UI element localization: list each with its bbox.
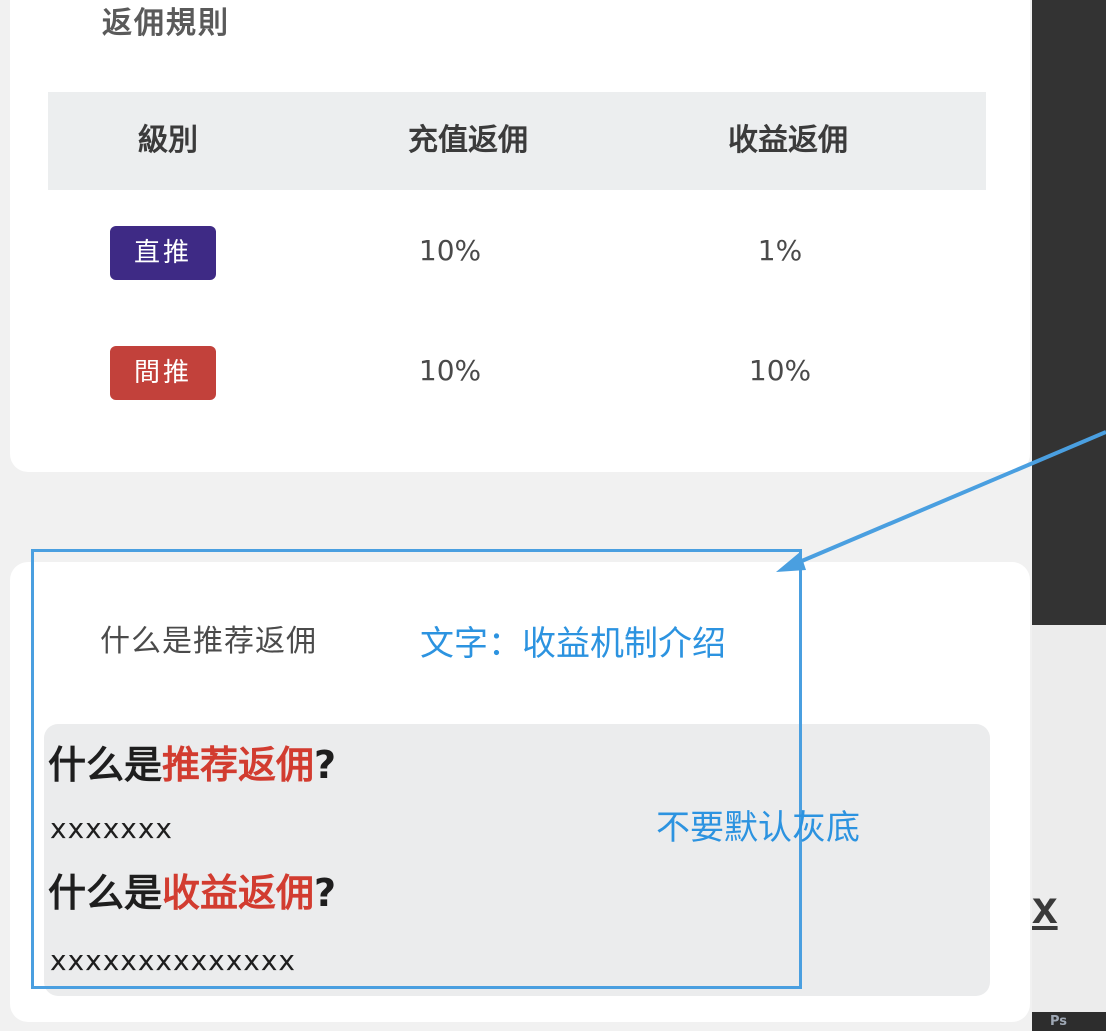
annotation-bg-note: 不要默认灰底: [656, 808, 860, 848]
level-badge-direct: 直推: [110, 226, 216, 280]
question-earnings-rebate: 什么是收益返佣?: [48, 862, 336, 917]
question-highlight: 推荐返佣: [162, 743, 315, 787]
question-referral-rebate: 什么是推荐返佣?: [48, 734, 336, 789]
header-level: 級別: [138, 123, 198, 158]
background-light-panel: [1032, 625, 1106, 1031]
table-row-1-recharge: 10%: [418, 234, 482, 267]
ps-app-icon: Ps: [1050, 1014, 1068, 1029]
background-link: x: [1032, 881, 1058, 933]
header-earnings-rebate: 收益返佣: [728, 123, 848, 158]
header-recharge-rebate: 充值返佣: [408, 123, 528, 158]
question-highlight: 收益返佣: [162, 871, 315, 915]
background-taskbar: [1032, 1012, 1106, 1031]
rebate-rules-table: 級別 充值返佣 收益返佣: [48, 92, 986, 190]
table-header: 級別 充值返佣 收益返佣: [48, 92, 986, 190]
answer-referral-rebate: xxxxxxx: [50, 812, 173, 845]
level-badge-indirect: 間推: [110, 346, 216, 400]
rebate-rules-title: 返佣規則: [102, 6, 230, 41]
table-row-2-recharge: 10%: [418, 354, 482, 387]
question-prefix: 什么是: [48, 743, 163, 787]
annotation-label: 文字：收益机制介绍: [420, 624, 726, 664]
question-suffix: ?: [314, 743, 337, 787]
intro-content-box: [44, 724, 990, 996]
table-row-2-earnings: 10%: [748, 354, 812, 387]
annotation-highlight-box: [31, 549, 802, 989]
background-dark-panel: [1032, 0, 1106, 625]
referral-intro-title: 什么是推荐返佣: [100, 624, 317, 659]
question-prefix: 什么是: [48, 871, 163, 915]
table-row-1-earnings: 1%: [757, 234, 803, 267]
question-suffix: ?: [314, 871, 337, 915]
answer-earnings-rebate: xxxxxxxxxxxxxx: [50, 944, 296, 977]
